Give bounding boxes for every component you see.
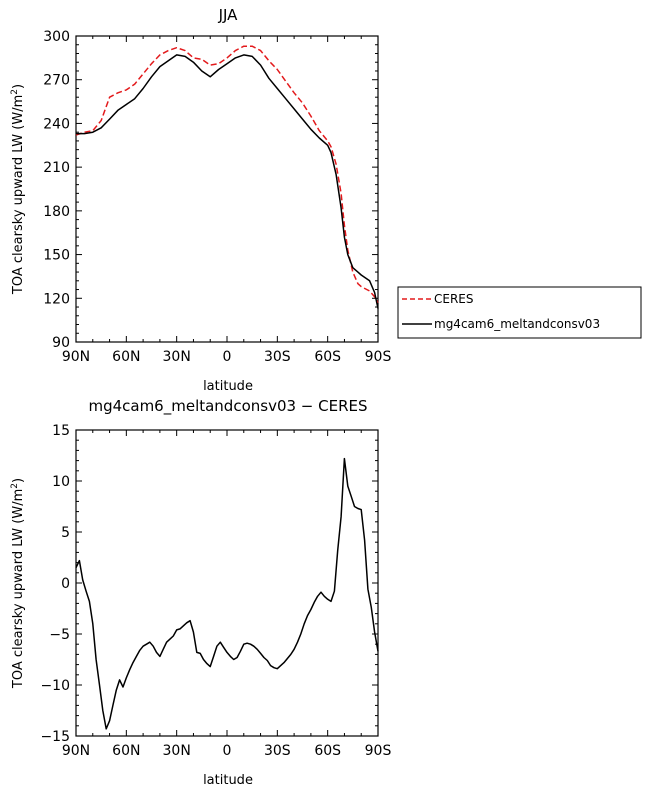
y-tick-label: 210 [43, 160, 70, 176]
legend: CERES mg4cam6_meltandconsv03 [397, 286, 642, 339]
top-title: JJA [218, 6, 239, 24]
x-tick-label: 60S [314, 743, 341, 759]
bottom-y-ticks: −15 −10 −5 0 5 10 15 [40, 423, 378, 745]
y-tick-label: 5 [61, 525, 70, 541]
bottom-plot-frame [75, 429, 379, 737]
y-tick-label: 15 [52, 423, 70, 439]
y-tick-label: 120 [43, 291, 70, 307]
y-tick-label: 180 [43, 204, 70, 220]
series-line-mg4cam6-meltandconsv03 [76, 54, 379, 309]
top-x-axis-label: latitude [203, 379, 253, 394]
bottom-x-axis-label: latitude [203, 773, 253, 788]
x-tick-label: 60S [314, 349, 341, 365]
x-tick-label: 30S [264, 349, 291, 365]
top-x-ticks: 90N 60N 30N 0 30S 60S 90S [62, 36, 392, 365]
bottom-y-axis-label-text: TOA clearsky upward LW (W/m [11, 489, 26, 689]
legend-box [397, 286, 642, 339]
bottom-y-axis-label: TOA clearsky upward LW (W/m2) [10, 478, 26, 689]
y-tick-label: −10 [40, 678, 70, 694]
bottom-x-ticks: 90N 60N 30N 0 30S 60S 90S [62, 430, 392, 759]
y-tick-label: 10 [52, 474, 70, 490]
bottom-y-axis-label-exponent: 2 [10, 483, 20, 489]
bottom-title: mg4cam6_meltandconsv03 − CERES [88, 397, 367, 416]
x-tick-label: 90N [62, 743, 90, 759]
x-tick-label: 90S [365, 743, 392, 759]
y-tick-label: 300 [43, 29, 70, 45]
x-tick-label: 30N [163, 349, 191, 365]
top-y-axis-label: TOA clearsky upward LW (W/m2) [10, 84, 26, 295]
top-series-lines [75, 45, 379, 309]
series-line-ceres [75, 45, 379, 304]
y-tick-label: 150 [43, 248, 70, 264]
series-line-0 [75, 457, 379, 730]
legend-label-model: mg4cam6_meltandconsv03 [434, 317, 600, 331]
top-y-axis-label-exponent: 2 [10, 89, 20, 95]
bottom-series-lines [75, 457, 379, 730]
y-tick-label: −15 [40, 729, 70, 745]
x-tick-label: 30N [163, 743, 191, 759]
x-tick-label: 0 [223, 743, 232, 759]
top-y-axis-label-close: ) [11, 84, 26, 89]
legend-label-ceres: CERES [434, 292, 474, 306]
y-tick-label: 270 [43, 73, 70, 89]
x-tick-label: 60N [112, 349, 140, 365]
x-tick-label: 60N [112, 743, 140, 759]
y-tick-label: 0 [61, 576, 70, 592]
x-tick-label: 90N [62, 349, 90, 365]
y-tick-label: 240 [43, 116, 70, 132]
x-tick-label: 30S [264, 743, 291, 759]
top-y-ticks: 90 120 150 180 210 240 270 300 [43, 29, 378, 351]
y-tick-label: 90 [52, 335, 70, 351]
top-y-axis-label-text: TOA clearsky upward LW (W/m [11, 95, 26, 295]
y-tick-label: −5 [49, 627, 70, 643]
top-panel: JJA 90 120 150 180 210 240 270 300 90N 60N 30N 0 30… [10, 6, 391, 394]
top-plot-frame [75, 35, 379, 343]
x-tick-label: 90S [365, 349, 392, 365]
x-tick-label: 0 [223, 349, 232, 365]
bottom-y-axis-label-close: ) [11, 478, 26, 483]
bottom-panel: mg4cam6_meltandconsv03 − CERES −15 −10 −5 0… [10, 397, 391, 788]
